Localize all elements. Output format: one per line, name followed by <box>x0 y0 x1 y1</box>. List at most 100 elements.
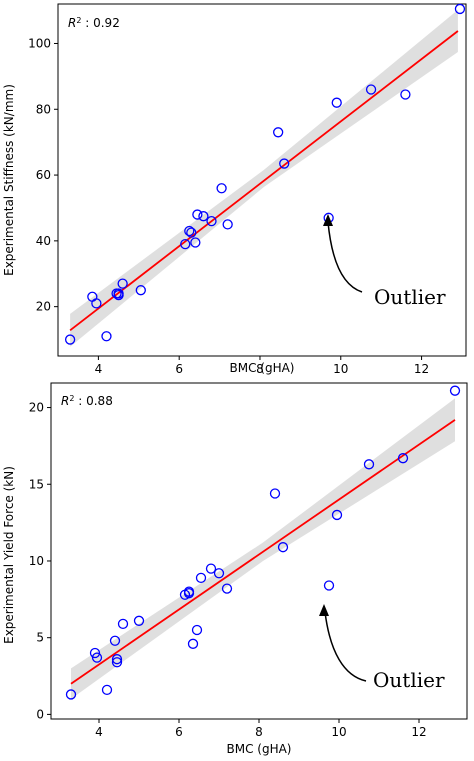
data-point <box>65 689 77 700</box>
confidence-band <box>71 398 455 700</box>
data-point <box>365 84 377 95</box>
data-point <box>279 158 290 169</box>
y-axis-label: Experimental Stiffness (kN/mm) <box>2 84 16 276</box>
data-point <box>331 97 342 108</box>
data-point <box>454 3 466 15</box>
data-point <box>222 219 233 230</box>
data-point <box>198 211 209 222</box>
outlier-arrow <box>327 221 363 293</box>
data-point <box>363 459 375 470</box>
confidence-band-area <box>70 9 458 347</box>
r-squared-value: : 0.92 <box>81 16 119 30</box>
data-point <box>331 509 343 521</box>
r-squared-symbol: R <box>61 394 69 408</box>
y-tick-label: 100 <box>28 36 51 50</box>
confidence-band <box>70 9 458 347</box>
data-point <box>91 652 103 663</box>
r-squared-symbol: R <box>68 16 76 30</box>
outlier-label: Outlier <box>374 285 446 309</box>
y-tick-label: 0 <box>36 707 44 721</box>
y-tick-label: 20 <box>29 401 44 415</box>
data-point <box>135 285 146 296</box>
data-point <box>109 635 121 646</box>
r-squared-exponent: 2 <box>76 16 81 25</box>
regression-line <box>69 30 459 332</box>
data-points <box>64 3 466 345</box>
x-tick-label: 4 <box>95 725 103 739</box>
regression-line <box>70 419 456 685</box>
data-point <box>186 227 197 238</box>
y-tick-label: 5 <box>36 631 44 645</box>
y-ticks: 20 40 60 80 100 <box>28 36 58 314</box>
data-point <box>117 618 129 630</box>
data-point <box>449 385 461 396</box>
yield-force-chart: 4 6 8 10 12 0 5 10 15 20 R2 : 0.88 Outlier BMC (… <box>2 382 468 756</box>
data-point <box>195 572 207 583</box>
data-point <box>101 331 112 342</box>
x-axis-label: BMC (gHA) <box>227 742 292 756</box>
outlier-arrowhead <box>323 214 333 226</box>
y-tick-label: 40 <box>36 234 51 248</box>
outlier-arrowhead <box>319 604 329 616</box>
y-tick-label: 80 <box>36 102 51 116</box>
data-point <box>273 127 284 138</box>
data-point <box>213 568 225 579</box>
data-point <box>206 215 217 227</box>
x-tick-label: 10 <box>331 725 346 739</box>
plot-frame <box>57 3 467 357</box>
y-axis-label: Experimental Yield Force (kN) <box>2 466 16 644</box>
outlier-label: Outlier <box>373 668 445 692</box>
data-point <box>269 488 281 499</box>
data-point <box>216 183 227 194</box>
data-point <box>187 638 199 649</box>
data-point <box>101 684 113 695</box>
data-point <box>397 453 409 464</box>
data-point <box>192 209 203 220</box>
data-point <box>133 615 145 626</box>
x-axis-label: BMC (gHA) <box>230 361 295 375</box>
x-tick-label: 6 <box>175 725 183 739</box>
data-point <box>89 647 101 659</box>
y-tick-label: 60 <box>36 168 51 182</box>
y-tick-label: 20 <box>36 300 51 314</box>
data-point <box>183 588 195 599</box>
x-tick-label: 10 <box>333 362 348 376</box>
data-point <box>400 89 411 100</box>
x-tick-label: 12 <box>414 362 429 376</box>
data-points <box>65 385 461 700</box>
data-point <box>221 583 233 594</box>
data-point <box>91 298 102 309</box>
outlier-arrow <box>324 611 367 682</box>
x-ticks: 4 6 8 10 12 <box>95 719 427 739</box>
data-point <box>180 238 191 250</box>
x-tick-label: 12 <box>411 725 426 739</box>
data-point <box>191 624 203 636</box>
x-ticks: 4 6 8 10 12 <box>95 356 429 376</box>
data-point <box>111 654 123 665</box>
data-point <box>190 237 201 248</box>
data-point <box>113 288 124 299</box>
fit-line <box>69 30 459 332</box>
x-tick-label: 8 <box>256 362 264 376</box>
x-tick-label: 4 <box>95 362 103 376</box>
x-tick-label: 8 <box>255 725 263 739</box>
confidence-band-area <box>71 398 455 700</box>
data-point <box>205 563 217 574</box>
data-point <box>277 542 289 553</box>
r-squared-label: R2 : 0.88 <box>61 394 113 409</box>
x-tick-label: 6 <box>175 362 183 376</box>
data-point <box>64 334 76 345</box>
y-tick-label: 15 <box>29 477 44 491</box>
r-squared-exponent: 2 <box>69 394 74 403</box>
fit-line <box>70 419 456 685</box>
data-point <box>111 657 123 668</box>
y-ticks: 0 5 10 15 20 <box>29 401 51 721</box>
data-point <box>117 278 128 289</box>
data-point <box>184 225 195 237</box>
stiffness-chart: 4 6 8 10 12 20 40 60 80 100 R2 : 0.92 Outlier BM… <box>2 3 467 376</box>
y-tick-label: 10 <box>29 554 44 568</box>
data-point <box>323 580 335 591</box>
r-squared-label: R2 : 0.92 <box>68 16 120 31</box>
r-squared-value: : 0.88 <box>74 394 112 408</box>
